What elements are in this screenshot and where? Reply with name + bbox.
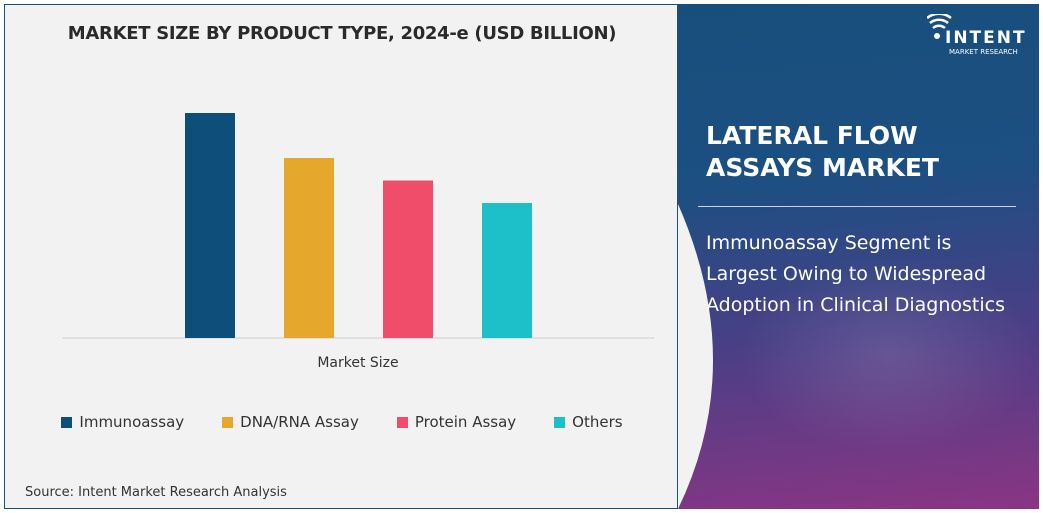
logo-tagline: MARKET RESEARCH bbox=[949, 48, 1018, 56]
bar-chart: Market Size bbox=[62, 113, 654, 371]
divider bbox=[698, 206, 1016, 207]
legend: Immunoassay DNA/RNA Assay Protein Assay Oth… bbox=[5, 413, 679, 431]
legend-label: Protein Assay bbox=[414, 413, 517, 431]
bar-others bbox=[482, 203, 532, 338]
legend-swatch bbox=[222, 416, 234, 428]
legend-label: DNA/RNA Assay bbox=[240, 413, 359, 431]
decorative-curve bbox=[678, 204, 713, 509]
x-axis-label: Market Size bbox=[317, 355, 398, 371]
chart-panel: MARKET SIZE BY PRODUCT TYPE, 2024-e (USD… bbox=[4, 4, 678, 509]
legend-swatch bbox=[396, 416, 408, 428]
bar-protein-assay bbox=[383, 180, 433, 338]
world-map-glow bbox=[738, 254, 1038, 454]
chart-title: MARKET SIZE BY PRODUCT TYPE, 2024-e (USD… bbox=[67, 23, 617, 44]
signal-waves-icon bbox=[927, 14, 952, 39]
legend-swatch bbox=[554, 416, 566, 428]
market-title: LATERAL FLOW ASSAYS MARKET bbox=[706, 121, 939, 182]
source-note: Source: Intent Market Research Analysis bbox=[25, 485, 287, 500]
bar-immunoassay bbox=[185, 113, 235, 338]
legend-item: Immunoassay bbox=[61, 413, 184, 431]
legend-label: Immunoassay bbox=[79, 413, 185, 431]
logo-name: INTENT bbox=[945, 28, 1027, 48]
legend-item: Protein Assay bbox=[396, 413, 517, 431]
legend-label: Others bbox=[572, 413, 623, 431]
market-description: Immunoassay Segment is Largest Owing to … bbox=[706, 232, 1006, 316]
legend-item: Others bbox=[554, 413, 623, 431]
legend-item: DNA/RNA Assay bbox=[222, 413, 359, 431]
intent-logo: INTENT MARKET RESEARCH bbox=[927, 14, 1025, 62]
bar-dna-rna-assay bbox=[284, 158, 334, 338]
legend-swatch bbox=[61, 416, 73, 428]
info-panel: INTENT MARKET RESEARCH LATERAL FLOW ASSA… bbox=[678, 4, 1039, 509]
